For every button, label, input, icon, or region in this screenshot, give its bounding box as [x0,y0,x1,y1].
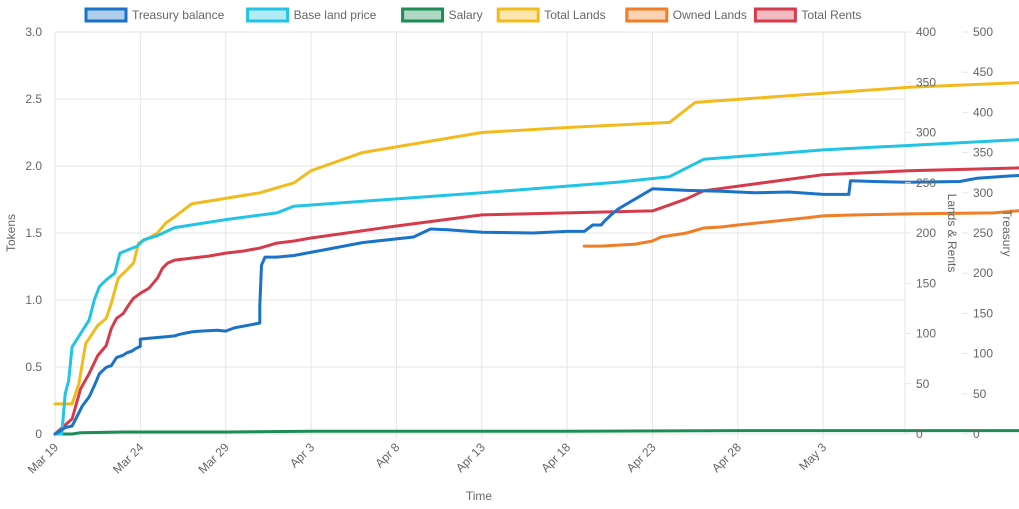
y-left-tick-label: 2.5 [25,92,42,106]
series-line-owned-lands [582,209,1019,248]
y-lands-tick-label: 250 [916,176,936,190]
legend-swatch [84,7,128,23]
series-line-base-land-price [53,138,1019,436]
legend-swatch [401,7,445,23]
y-treasury-tick-label: 300 [973,186,993,200]
x-tick-label: Mar 29 [196,440,233,477]
x-ticks: Mar 19 Mar 24 Mar 29 Apr 3 Apr 8 Apr 13 Apr 18… [25,440,830,477]
x-tick-label: May 3 [796,440,829,473]
y-lands-ticks: 0 50 100 150 200 250 300 350 400 [905,25,936,441]
legend-swatch [246,7,290,23]
legend-item[interactable]: Total Lands [496,7,606,23]
y-treasury-tick-label: 100 [973,347,993,361]
legend-label: Total Lands [544,8,605,22]
y-treasury-tick-label: 200 [973,266,993,280]
y-lands-tick-label: 150 [916,276,936,290]
x-tick-label: Apr 28 [709,440,744,475]
x-tick-label: Apr 18 [538,440,573,475]
series-line-total-rents [53,166,1019,436]
y-left-tick-label: 0.5 [25,360,42,374]
y-lands-tick-label: 300 [916,126,936,140]
series-line-total-lands [53,81,1019,406]
y-lands-tick-label: 350 [916,75,936,89]
legend-item[interactable]: Treasury balance [84,7,225,23]
x-tick-label: Apr 23 [624,440,659,475]
legend-swatch [753,7,797,23]
grid [54,31,906,439]
legend-item[interactable]: Owned Lands [625,7,747,23]
y-left-tick-label: 0 [35,427,42,441]
y-lands-tick-label: 200 [916,226,936,240]
legend: Treasury balance Base land price Salary Tot… [84,7,861,23]
y-treasury-tick-label: 0 [973,427,980,441]
y-treasury-tick-label: 350 [973,146,993,160]
y-lands-tick-label: 50 [916,377,930,391]
x-tick-label: Apr 8 [372,440,402,470]
y-lands-tick-label: 0 [916,427,923,441]
y-left-tick-label: 1.0 [25,293,42,307]
x-tick-label: Mar 19 [25,440,62,477]
y-treasury-ticks: 0 50 100 150 200 250 300 350 400 450 500 [962,25,993,441]
legend-item[interactable]: Salary [401,7,483,23]
y-lands-tick-label: 100 [916,327,936,341]
y-treasury-tick-label: 450 [973,65,993,79]
y-treasury-tick-label: 50 [973,387,987,401]
x-axis-title: Time [466,489,493,503]
y-axis-title-lands: Lands & Rents [945,194,959,273]
legend-item[interactable]: Total Rents [753,7,861,23]
y-left-tick-label: 3.0 [25,25,42,39]
series-line-treasury-balance [53,174,1019,436]
y-lands-tick-label: 400 [916,25,936,39]
x-tick-label: Mar 24 [110,440,147,477]
y-axis-title-treasury: Treasury [1000,210,1014,257]
legend-swatch [625,7,669,23]
legend-item[interactable]: Base land price [246,7,377,23]
y-treasury-tick-label: 150 [973,306,993,320]
y-treasury-tick-label: 250 [973,226,993,240]
legend-label: Treasury balance [132,8,225,22]
y-treasury-tick-label: 500 [973,25,993,39]
legend-label: Salary [449,8,483,22]
series-lines [53,81,1019,436]
series-line-salary [53,429,1019,436]
y-left-ticks: 0 0.5 1.0 1.5 2.0 2.5 3.0 [25,25,42,441]
y-treasury-tick-label: 400 [973,105,993,119]
y-left-tick-label: 1.5 [25,226,42,240]
y-axis-title-left: Tokens [4,214,18,252]
legend-swatch [496,7,540,23]
legend-label: Owned Lands [673,8,747,22]
x-tick-label: Apr 3 [287,440,317,470]
legend-label: Total Rents [801,8,861,22]
x-tick-label: Apr 13 [453,440,488,475]
y-left-tick-label: 2.0 [25,159,42,173]
legend-label: Base land price [294,8,377,22]
